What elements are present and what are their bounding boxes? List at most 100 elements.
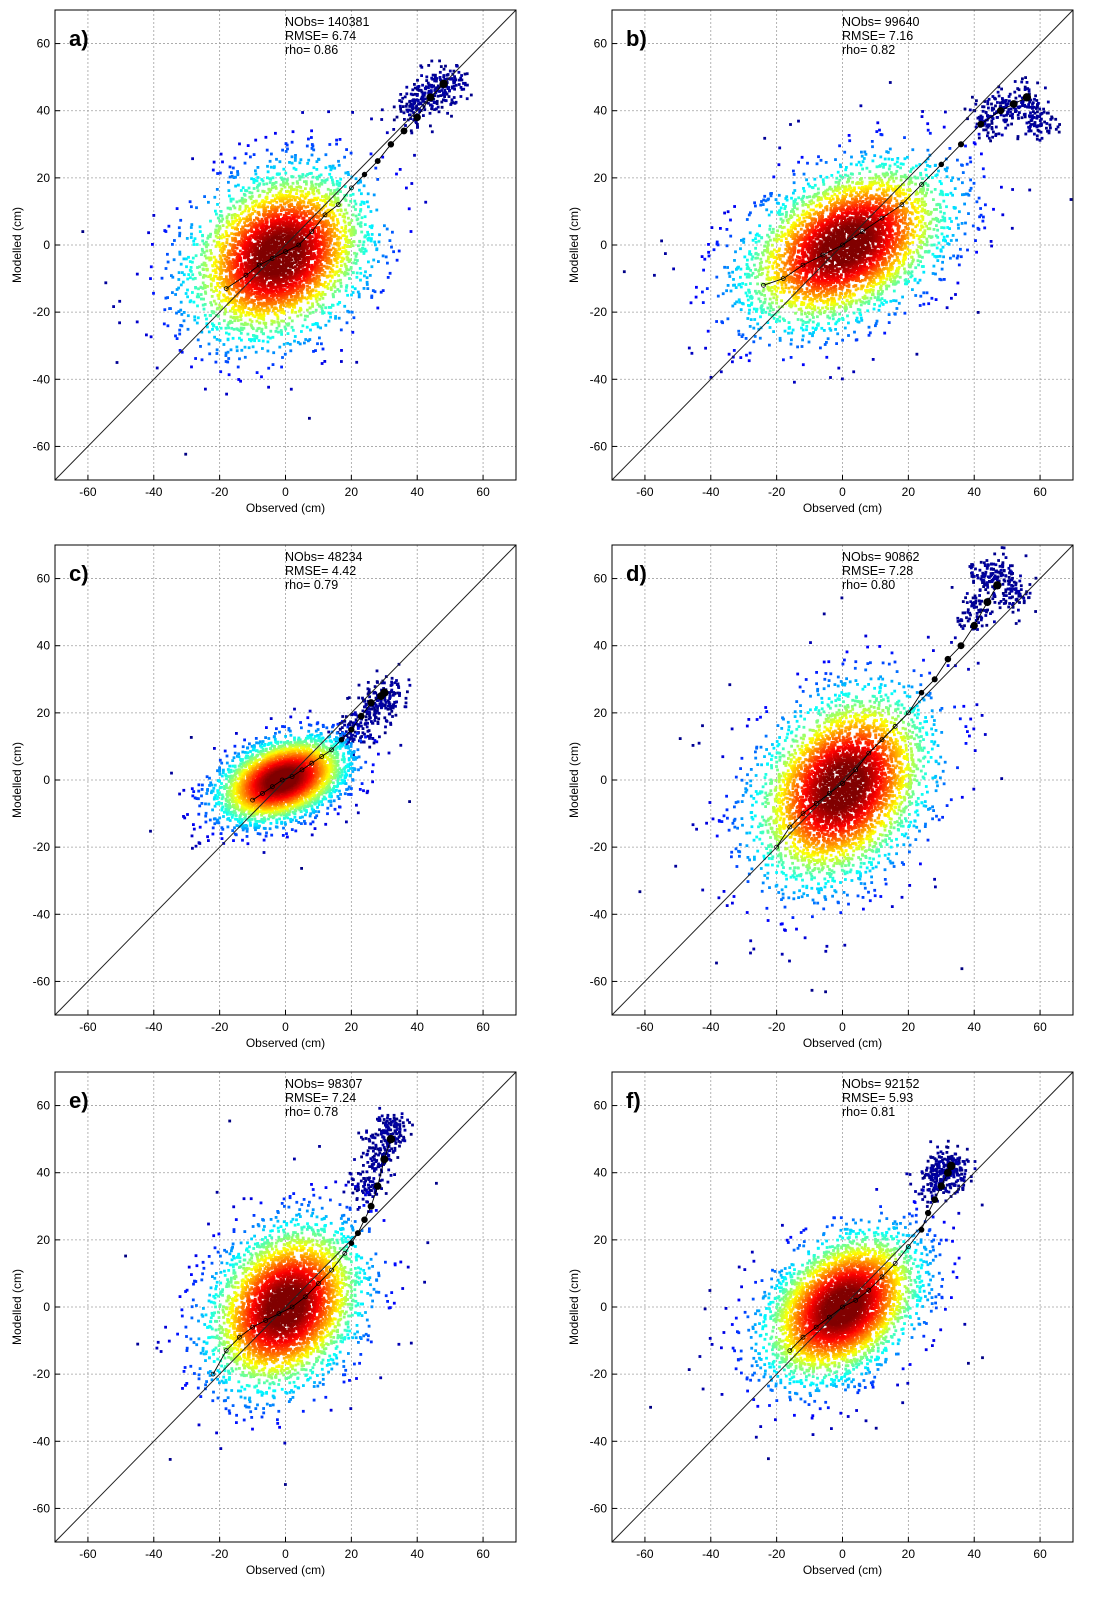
- scatter-point: [1014, 96, 1018, 100]
- scatter-point: [793, 380, 796, 384]
- scatter-point: [220, 258, 224, 262]
- scatter-point: [310, 228, 314, 232]
- scatter-point: [237, 233, 241, 237]
- scatter-point: [974, 125, 978, 129]
- scatter-point: [291, 181, 295, 185]
- scatter-point: [265, 246, 268, 250]
- scatter-point: [135, 272, 139, 276]
- scatter-point: [319, 221, 323, 225]
- scatter-point: [320, 342, 323, 346]
- scatter-point: [247, 346, 251, 350]
- scatter-point: [220, 214, 224, 218]
- scatter-point: [381, 254, 385, 258]
- scatter-point: [285, 295, 289, 298]
- scatter-point: [235, 200, 239, 204]
- scatter-point: [290, 155, 294, 159]
- scatter-point: [198, 271, 201, 275]
- scatter-point: [225, 241, 229, 245]
- scatter-point: [989, 139, 992, 143]
- scatter-point: [219, 307, 223, 311]
- scatter-point: [430, 59, 434, 63]
- scatter-point: [356, 222, 360, 226]
- scatter-point: [351, 192, 355, 196]
- scatter-point: [329, 267, 333, 271]
- scatter-point: [300, 330, 303, 333]
- scatter-point: [175, 207, 179, 210]
- scatter-point: [395, 172, 398, 176]
- scatter-point: [356, 259, 359, 262]
- scatter-point: [210, 303, 213, 307]
- scatter-point: [235, 294, 239, 298]
- scatter-point: [926, 122, 930, 126]
- scatter-point: [968, 156, 972, 160]
- scatter-point: [301, 189, 305, 193]
- scatter-point: [270, 297, 274, 301]
- scatter-point: [240, 237, 244, 240]
- scatter-point: [337, 159, 340, 163]
- scatter-point: [358, 188, 361, 192]
- scatter-point: [326, 287, 330, 290]
- scatter-point: [280, 278, 284, 281]
- scatter-point: [267, 236, 270, 239]
- scatter-point: [335, 188, 339, 192]
- scatter-point: [251, 258, 255, 262]
- scatter-point: [348, 239, 352, 242]
- scatter-point: [291, 288, 294, 292]
- scatter-point: [985, 124, 989, 128]
- scatter-point: [343, 215, 347, 219]
- scatter-point: [405, 85, 409, 89]
- scatter-point: [349, 151, 353, 155]
- scatter-point: [748, 351, 752, 355]
- scatter-point: [442, 91, 446, 95]
- scatter-point: [288, 205, 291, 209]
- scatter-point: [289, 220, 293, 224]
- scatter-point: [240, 338, 243, 342]
- scatter-point: [258, 205, 261, 209]
- scatter-point: [268, 231, 272, 235]
- scatter-point: [234, 262, 238, 266]
- scatter-point: [218, 245, 222, 248]
- scatter-point: [243, 237, 247, 241]
- scatter-point: [237, 307, 241, 310]
- scatter-point: [267, 297, 271, 300]
- scatter-point: [408, 100, 411, 104]
- scatter-point: [343, 270, 347, 274]
- scatter-point: [226, 296, 229, 299]
- scatter-point: [291, 130, 295, 134]
- scatter-point: [226, 337, 230, 341]
- scatter-point: [325, 261, 329, 265]
- scatter-point: [291, 175, 295, 179]
- scatter-point: [975, 99, 978, 103]
- scatter-point: [271, 363, 275, 366]
- scatter-point: [274, 287, 278, 291]
- scatter-point: [875, 130, 879, 133]
- scatter-point: [246, 219, 249, 223]
- scatter-point: [314, 222, 318, 226]
- scatter-point: [233, 286, 236, 290]
- scatter-point: [299, 212, 303, 216]
- scatter-point: [249, 213, 253, 216]
- scatter-point: [278, 197, 281, 201]
- binned-mean-point: [400, 127, 408, 135]
- scatter-point: [1045, 126, 1048, 130]
- scatter-point: [281, 260, 285, 263]
- scatter-point: [1005, 113, 1008, 117]
- scatter-point: [350, 293, 353, 297]
- scatter-point: [329, 262, 333, 265]
- scatter-point: [452, 69, 456, 73]
- scatter-point: [429, 89, 433, 92]
- scatter-point: [244, 152, 248, 156]
- scatter-point: [196, 316, 200, 320]
- scatter-point: [261, 347, 264, 350]
- scatter-point: [1020, 80, 1024, 84]
- scatter-point: [324, 323, 328, 327]
- scatter-point: [308, 276, 311, 280]
- scatter-point: [243, 209, 247, 213]
- scatter-point: [789, 123, 792, 126]
- scatter-point: [230, 252, 234, 256]
- scatter-point: [271, 269, 275, 273]
- scatter-point: [278, 278, 282, 281]
- scatter-point: [247, 254, 251, 257]
- scatter-point: [695, 285, 698, 289]
- scatter-point: [230, 273, 233, 277]
